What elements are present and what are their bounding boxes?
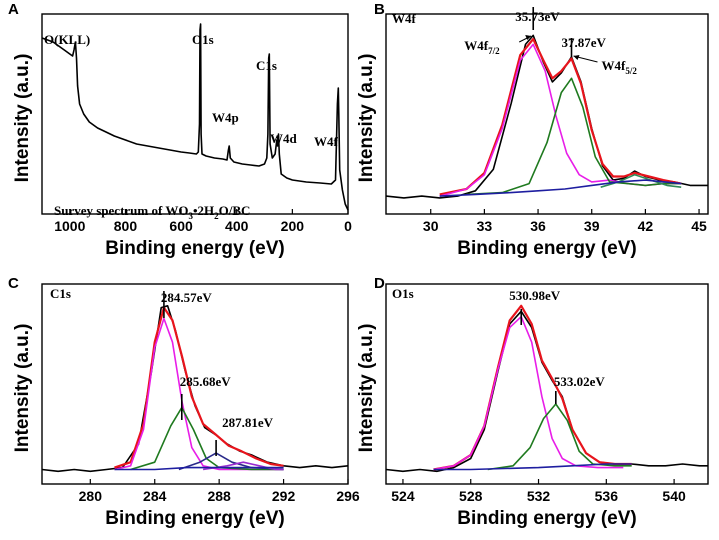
x-tick-label: 400 xyxy=(225,218,249,234)
arrow-head xyxy=(525,35,532,40)
series-raw xyxy=(385,310,708,473)
arrow-head xyxy=(573,55,580,60)
x-tick-label: 30 xyxy=(423,218,439,234)
peak-position-label: 533.02eV xyxy=(554,374,606,389)
x-tick-label: 292 xyxy=(272,488,296,504)
y-axis-title: Intensity (a.u.) xyxy=(356,324,377,453)
y-axis-title: Intensity (a.u.) xyxy=(356,54,377,183)
inset-label: C1s xyxy=(50,286,71,301)
peak-label: O1s xyxy=(192,32,214,47)
panel-letter: D xyxy=(374,275,385,292)
x-tick-label: 45 xyxy=(691,218,707,234)
panel-b: B 30 33 36 39 42 45 Binding energy (eV) Intensit… xyxy=(356,1,709,259)
series-w4f7-2 xyxy=(439,43,682,197)
plot-frame xyxy=(41,13,349,215)
peak-label: C1s xyxy=(256,58,277,73)
x-axis-title: Binding energy (eV) xyxy=(105,238,284,259)
inset-label: Survey spectrum of WO3•2H2O/BC xyxy=(54,203,250,221)
series-background xyxy=(433,463,632,471)
series-raw xyxy=(385,34,708,199)
x-tick-label: 284 xyxy=(143,488,167,504)
peak-label: W4f xyxy=(314,134,339,149)
peak-label: W4d xyxy=(270,131,298,146)
x-tick-label: 36 xyxy=(530,218,546,234)
x-tick-label: 524 xyxy=(391,488,415,504)
series-pi-pi xyxy=(202,461,284,471)
peak-position-label: 287.81eV xyxy=(222,415,274,430)
x-tick-label: 800 xyxy=(114,218,138,234)
inset-label: W4f xyxy=(392,11,417,26)
x-tick-label: 42 xyxy=(638,218,654,234)
series-c-c xyxy=(114,317,284,471)
panel-a: A 1000 800 600 400 200 0 Binding energy (eV) Int… xyxy=(8,1,352,259)
panel-d: D 524 528 532 536 540 Binding energy (eV) Inten… xyxy=(356,275,709,529)
series-c-o xyxy=(130,406,284,471)
panel-c: C 280 284 288 292 296 Binding energy (eV) Inten… xyxy=(8,275,360,529)
x-tick-label: 288 xyxy=(207,488,231,504)
component-label: W4f5/2 xyxy=(602,58,638,76)
peak-position-label: 530.98eV xyxy=(509,288,561,303)
x-tick-label: 296 xyxy=(336,488,360,504)
x-axis-title: Binding energy (eV) xyxy=(457,238,636,259)
x-tick-label: 532 xyxy=(527,488,551,504)
x-axis-title: Binding energy (eV) xyxy=(105,508,284,529)
peak-position-label: 37.87eV xyxy=(562,35,607,50)
x-tick-label: 1000 xyxy=(54,218,85,234)
x-tick-label: 540 xyxy=(662,488,686,504)
peak-label: W4p xyxy=(212,110,239,125)
series-w4f5-2 xyxy=(466,77,682,196)
component-label: W4f7/2 xyxy=(464,38,500,56)
inset-label: O1s xyxy=(392,286,414,301)
x-tick-label: 536 xyxy=(595,488,619,504)
x-tick-label: 33 xyxy=(477,218,493,234)
peak-position-label: 35.73eV xyxy=(515,9,560,24)
peak-label: O(KLL) xyxy=(44,32,90,47)
x-axis-title: Binding energy (eV) xyxy=(457,508,636,529)
series-survey xyxy=(41,23,349,211)
y-axis-title: Intensity (a.u.) xyxy=(12,54,33,183)
panel-letter: B xyxy=(374,1,385,18)
series-background xyxy=(439,179,682,197)
peak-position-label: 285.68eV xyxy=(180,374,232,389)
peak-position-label: 284.57eV xyxy=(161,290,213,305)
plot-frame xyxy=(41,283,349,485)
series-background xyxy=(114,466,284,471)
series-lattice-o xyxy=(433,315,624,471)
plot-frame xyxy=(385,13,709,215)
plot-frame xyxy=(385,283,709,485)
panel-letter: A xyxy=(8,1,19,18)
x-tick-label: 39 xyxy=(584,218,600,234)
x-tick-label: 528 xyxy=(459,488,483,504)
x-tick-label: 600 xyxy=(169,218,193,234)
x-tick-label: 280 xyxy=(79,488,103,504)
y-axis-title: Intensity (a.u.) xyxy=(12,324,33,453)
series-adsorbed-o xyxy=(487,403,632,471)
x-tick-label: 0 xyxy=(344,218,352,234)
panel-letter: C xyxy=(8,275,19,292)
x-tick-label: 200 xyxy=(281,218,305,234)
series-envelope xyxy=(439,37,682,196)
